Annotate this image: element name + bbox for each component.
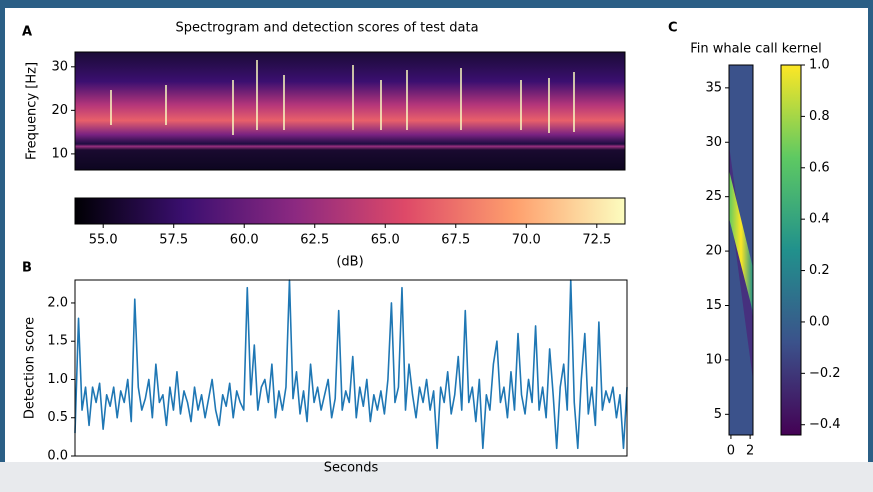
x-tick-label: 55.0	[89, 233, 118, 248]
y-tick-label: −0.4	[809, 417, 841, 432]
y-tick-label: 10	[51, 146, 68, 161]
axes-frame	[780, 64, 802, 436]
x-tick-label: 57.5	[159, 233, 188, 248]
axes-frame	[74, 51, 626, 171]
chart-title: Spectrogram and detection scores of test…	[175, 21, 478, 36]
kernel-positive-band	[729, 170, 753, 312]
axes-frame	[74, 197, 626, 225]
y-tick-label: 0.4	[809, 212, 830, 227]
y-tick-label: 20	[51, 103, 68, 118]
y-tick-label: −0.2	[809, 366, 841, 381]
axes-frame	[728, 64, 754, 436]
x-tick-label: 62.5	[300, 233, 329, 248]
x-tick-label: 2	[746, 444, 754, 459]
y-tick-label: 30	[51, 59, 68, 74]
y-tick-label: 0.2	[809, 263, 830, 278]
y-axis-label: Detection score	[23, 317, 38, 419]
y-tick-label: 0.0	[809, 314, 830, 329]
x-axis-label: Seconds	[324, 461, 379, 476]
spectrogram-image	[75, 52, 625, 170]
y-tick-label: 35	[705, 80, 722, 95]
y-tick-label: 30	[705, 135, 722, 150]
panel-label: B	[22, 261, 32, 276]
status-strip	[0, 462, 873, 492]
x-tick-label: 67.5	[441, 233, 470, 248]
y-tick-label: 20	[705, 244, 722, 259]
y-tick-label: 1.0	[47, 372, 68, 387]
score-line	[74, 279, 628, 450]
image-content	[75, 52, 753, 435]
y-tick-label: 0.0	[47, 449, 68, 464]
panel-label: A	[22, 25, 32, 40]
y-tick-label: 5	[714, 407, 722, 422]
y-tick-label: 15	[705, 298, 722, 313]
chart-title: Fin whale call kernel	[690, 42, 822, 57]
y-tick-label: 0.6	[809, 160, 830, 175]
x-tick-label: 70.0	[512, 233, 541, 248]
x-tick-label: 65.0	[371, 233, 400, 248]
y-tick-label: 0.8	[809, 109, 830, 124]
x-tick-label: 60.0	[230, 233, 259, 248]
axes-frame	[74, 279, 628, 457]
y-tick-label: 1.0	[809, 58, 830, 73]
colorbar	[75, 198, 625, 224]
y-tick-label: 2.0	[47, 295, 68, 310]
y-axis-label: Frequency [Hz]	[25, 62, 40, 160]
colorbar	[781, 65, 801, 435]
spectrogram-streaks	[110, 60, 575, 135]
colorbar-label: (dB)	[336, 255, 363, 270]
panel-label: C	[668, 21, 678, 36]
y-tick-label: 25	[705, 189, 722, 204]
y-tick-label: 10	[705, 352, 722, 367]
y-tick-label: 0.5	[47, 410, 68, 425]
x-tick-label: 72.5	[582, 233, 611, 248]
y-tick-label: 1.5	[47, 334, 68, 349]
x-tick-label: 0	[727, 444, 735, 459]
